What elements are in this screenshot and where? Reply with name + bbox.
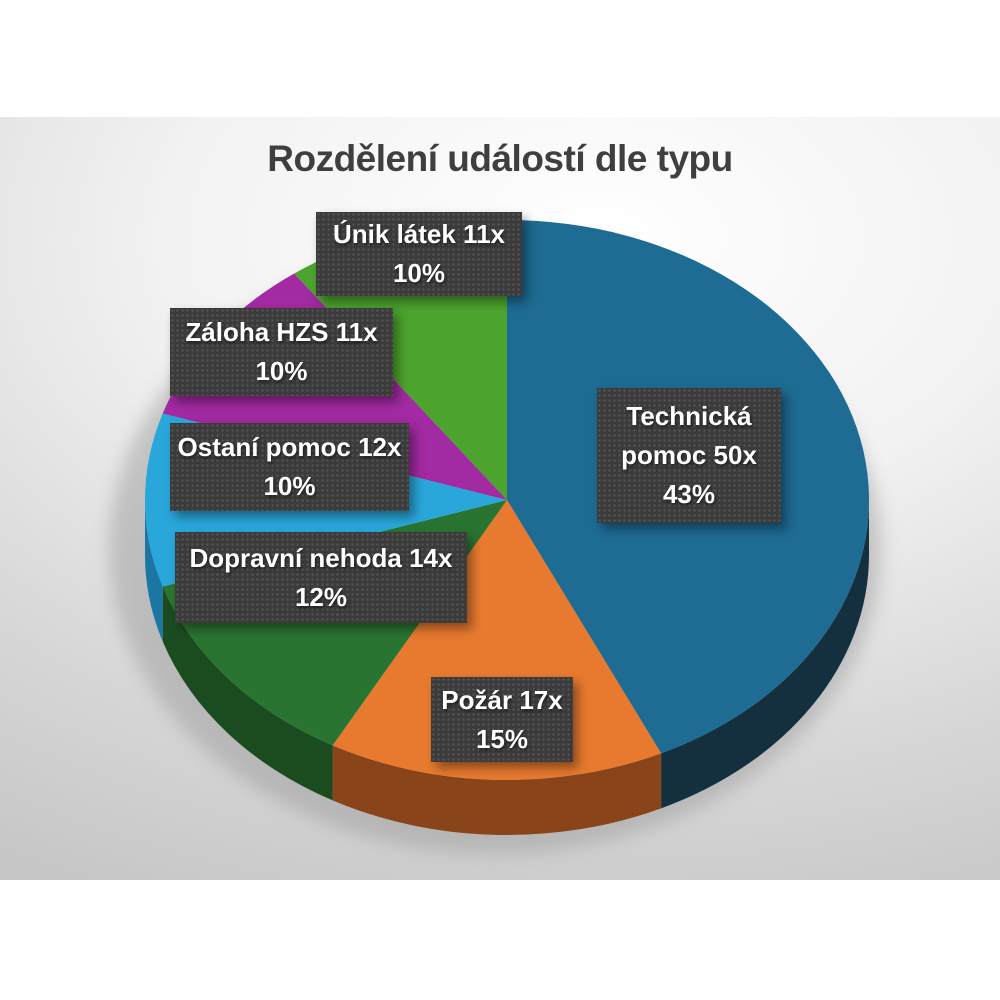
pie-side-ostani-pomoc <box>145 500 163 642</box>
pie-side-dopravni-nehoda <box>162 586 333 801</box>
callout-label: Záloha HZS 11x <box>185 317 378 347</box>
callout-percent: 10% <box>392 258 446 288</box>
callout-label: Technická pomoc 50x <box>621 401 757 470</box>
pie-side-technicka-pomoc <box>661 500 869 809</box>
callout-percent: 15% <box>475 723 529 754</box>
chart-title: Rozdělení událostí dle typu <box>267 138 733 179</box>
callout-percent: 12% <box>294 581 348 612</box>
callout-label: Požár 17x <box>441 684 563 715</box>
pie-side-pozar <box>332 745 662 835</box>
callout-unik-latek: Únik látek 11x 10% <box>316 212 522 296</box>
callout-percent: 10% <box>263 471 316 501</box>
callout-zaloha-hzs: Záloha HZS 11x 10% <box>170 308 393 396</box>
callout-label: Únik látek 11x <box>333 219 505 249</box>
callout-label: Ostaní pomoc 12x <box>177 432 402 462</box>
callout-label: Dopravní nehoda 14x <box>189 542 453 573</box>
callout-pozar: Požár 17x 15% <box>431 677 573 762</box>
callout-dopravni-nehoda: Dopravní nehoda 14x 12% <box>175 532 467 623</box>
pie-slice-pozar <box>332 500 662 780</box>
callout-ostani-pomoc: Ostaní pomoc 12x 10% <box>170 423 409 511</box>
callout-percent: 43% <box>662 479 716 509</box>
callout-technicka-pomoc: Technická pomoc 50x 43% <box>597 388 781 523</box>
callout-percent: 10% <box>255 356 308 386</box>
